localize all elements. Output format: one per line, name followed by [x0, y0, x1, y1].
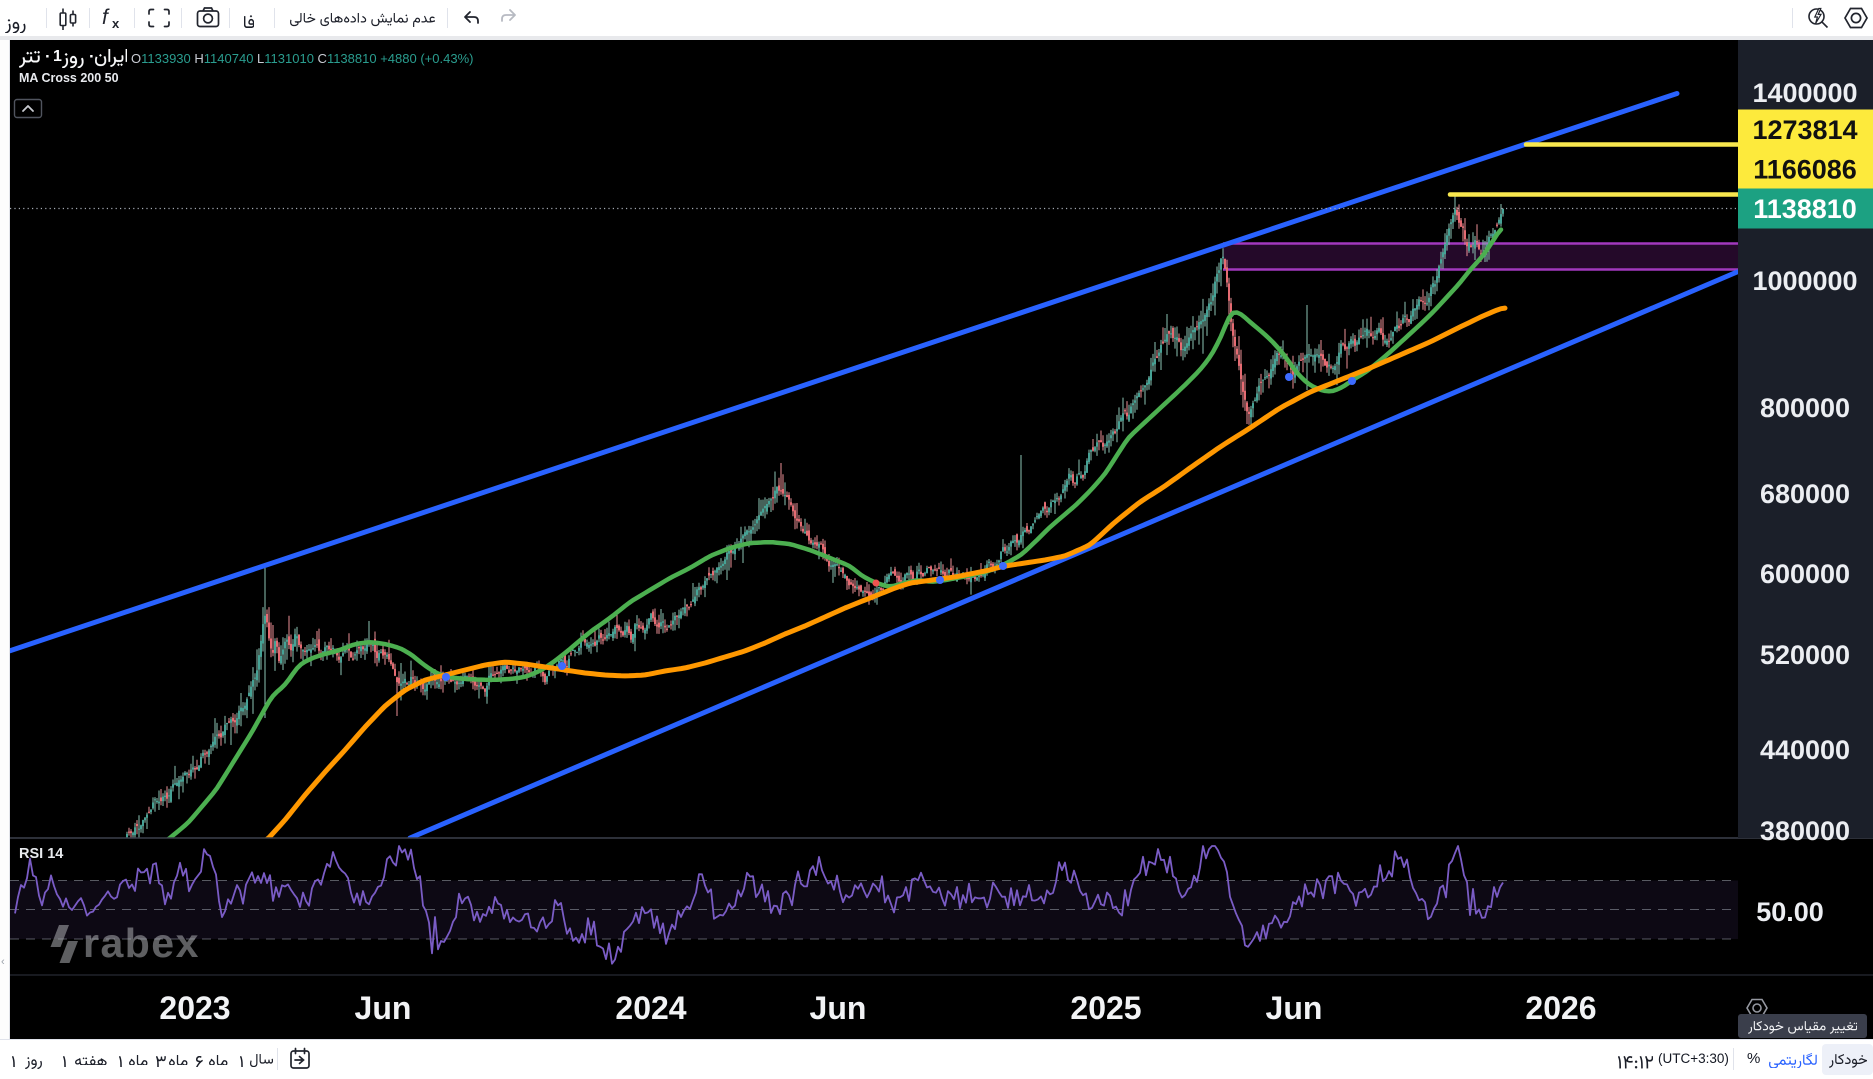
svg-text:rabex: rabex — [83, 920, 200, 966]
svg-text:f: f — [102, 6, 110, 29]
svg-text:2024: 2024 — [615, 990, 686, 1026]
svg-text:2026: 2026 — [1525, 990, 1596, 1026]
svg-text:1000000: 1000000 — [1752, 266, 1857, 296]
svg-text:1400000: 1400000 — [1752, 78, 1857, 108]
svg-text:Jun: Jun — [810, 990, 867, 1026]
svg-text:800000: 800000 — [1760, 393, 1850, 423]
svg-text:1138810: 1138810 — [1753, 194, 1857, 224]
svg-text:Jun: Jun — [1266, 990, 1323, 1026]
svg-text:600000: 600000 — [1760, 559, 1850, 589]
svg-text:440000: 440000 — [1760, 735, 1850, 765]
svg-text:RSI 14: RSI 14 — [19, 846, 63, 862]
svg-text:50.00: 50.00 — [1756, 897, 1824, 927]
svg-text:1166086: 1166086 — [1753, 155, 1857, 185]
svg-text:Jun: Jun — [355, 990, 412, 1026]
svg-text:520000: 520000 — [1760, 640, 1850, 670]
svg-text:1273814: 1273814 — [1752, 115, 1857, 145]
svg-text:680000: 680000 — [1760, 479, 1850, 509]
svg-text:2023: 2023 — [159, 990, 230, 1026]
svg-text:MA Cross 200 50: MA Cross 200 50 — [19, 71, 119, 85]
svg-text:2025: 2025 — [1070, 990, 1141, 1026]
svg-text:380000: 380000 — [1760, 816, 1850, 846]
svg-text:x: x — [112, 16, 120, 31]
